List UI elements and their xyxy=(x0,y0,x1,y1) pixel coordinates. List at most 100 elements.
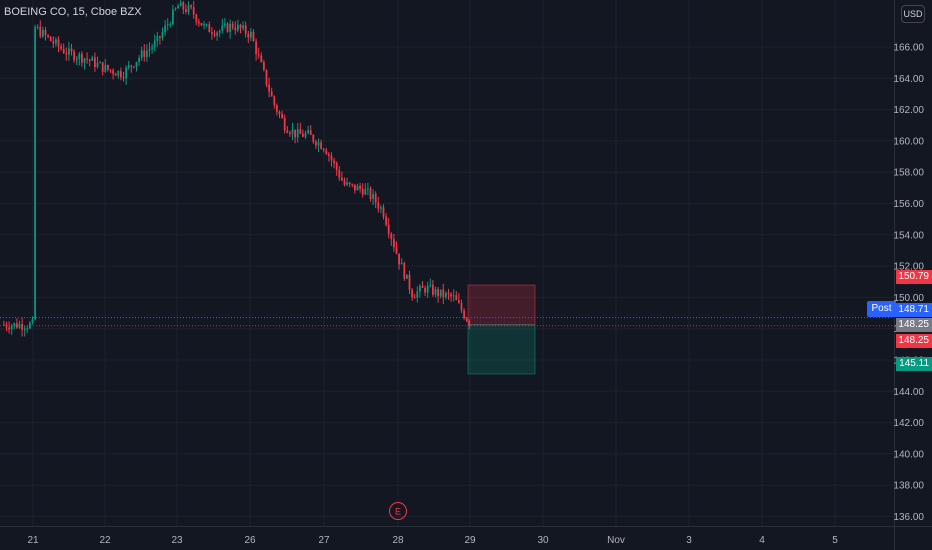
candle-body xyxy=(302,133,304,137)
candle-body xyxy=(252,31,255,42)
candle-body xyxy=(317,142,320,146)
candle-body xyxy=(439,289,442,297)
take-profit-zone xyxy=(467,324,536,375)
candle-body xyxy=(114,73,117,76)
candle-body xyxy=(88,59,91,61)
candle-body xyxy=(408,274,411,290)
candle-body xyxy=(372,193,374,199)
candle-body xyxy=(213,33,216,36)
candle-body xyxy=(437,289,439,297)
candle-body xyxy=(356,185,359,191)
candle-body xyxy=(13,323,16,326)
candle-body xyxy=(21,324,23,330)
candle-body xyxy=(250,31,252,38)
candle-body xyxy=(380,207,382,209)
candle-body xyxy=(403,262,406,279)
candle-body xyxy=(164,25,166,33)
candle-body xyxy=(442,289,445,298)
candle-body xyxy=(398,253,400,265)
candle-body xyxy=(445,292,447,298)
y-tick-label: 136.00 xyxy=(893,512,924,523)
candle-body xyxy=(101,62,104,72)
candle-body xyxy=(166,24,169,26)
candle-body xyxy=(255,41,257,55)
candle-body xyxy=(286,130,289,133)
candle-body xyxy=(260,55,263,63)
candle-body xyxy=(31,319,34,323)
candle-body xyxy=(68,48,70,55)
candle-body xyxy=(265,69,268,85)
candle-body xyxy=(333,160,335,164)
candle-body xyxy=(226,23,229,32)
candle-body xyxy=(325,150,328,155)
candle-body xyxy=(169,24,172,26)
candle-body xyxy=(426,285,429,293)
candle-body xyxy=(322,148,325,151)
candle-body xyxy=(419,285,421,292)
stop-loss-zone xyxy=(467,284,536,326)
candle-body xyxy=(10,325,13,330)
candle-body xyxy=(299,129,302,134)
candle-body xyxy=(367,188,369,190)
candle-body xyxy=(411,289,413,298)
candle-body xyxy=(309,130,312,135)
candle-body xyxy=(289,132,291,134)
candle-body xyxy=(424,287,426,293)
candle-body xyxy=(346,182,348,185)
candle-body xyxy=(351,183,354,185)
candle-body xyxy=(455,295,458,301)
candle-body xyxy=(146,50,148,57)
candle-body xyxy=(341,177,343,181)
candle-body xyxy=(320,142,322,149)
close-price-badge: 148.25 xyxy=(896,334,932,348)
candle-body xyxy=(70,48,73,52)
currency-button[interactable]: USD xyxy=(901,5,925,23)
candle-body xyxy=(18,324,21,328)
x-tick-label: 22 xyxy=(99,535,111,546)
candle-body xyxy=(229,23,231,32)
candle-body xyxy=(177,6,179,9)
candle-body xyxy=(148,48,151,51)
candle-body xyxy=(385,216,387,225)
candle-body xyxy=(416,291,419,298)
candle-body xyxy=(465,318,468,322)
candle-body xyxy=(335,163,338,171)
candle-body xyxy=(94,57,96,67)
candle-body xyxy=(192,7,195,15)
candle-body xyxy=(49,36,52,42)
candle-body xyxy=(205,24,208,26)
y-tick-label: 142.00 xyxy=(893,418,924,429)
y-tick-label: 166.00 xyxy=(893,43,924,54)
candle-body xyxy=(278,111,281,115)
candle-body xyxy=(3,324,5,326)
candle-body xyxy=(83,58,86,63)
x-tick-label: 29 xyxy=(464,535,476,546)
candle-body xyxy=(406,274,408,279)
candle-body xyxy=(354,184,356,191)
position-label[interactable]: Post xyxy=(867,301,896,317)
candle-body xyxy=(460,302,463,311)
candle-body xyxy=(359,185,361,189)
candle-body xyxy=(44,29,47,36)
candle-body xyxy=(361,188,364,195)
y-tick-label: 138.00 xyxy=(893,481,924,492)
candle-body xyxy=(338,170,341,178)
candle-body xyxy=(328,154,330,156)
candle-body xyxy=(117,70,120,76)
candle-body xyxy=(75,58,78,61)
candle-body xyxy=(343,180,346,185)
candle-body xyxy=(120,70,122,78)
candle-body xyxy=(174,8,177,10)
candle-body xyxy=(450,294,452,297)
candle-body xyxy=(73,51,75,61)
x-tick-label: 21 xyxy=(27,535,39,546)
candle-body xyxy=(421,285,424,288)
candle-body xyxy=(135,61,138,68)
candle-body xyxy=(395,247,398,254)
candle-body xyxy=(468,321,471,326)
y-tick-label: 150.00 xyxy=(893,293,924,304)
candle-body xyxy=(130,65,133,67)
candle-body xyxy=(5,324,8,328)
candle-body xyxy=(125,67,127,79)
